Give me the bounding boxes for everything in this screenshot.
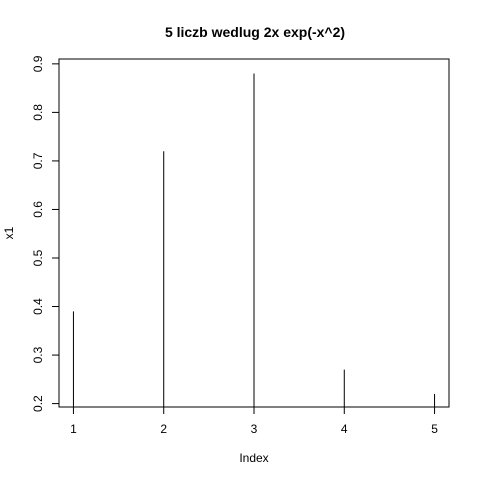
x-tick-label: 3 — [251, 422, 258, 436]
y-tick-label: 0.4 — [31, 298, 45, 315]
y-tick-label: 0.8 — [31, 104, 45, 121]
x-tick-label: 1 — [70, 422, 77, 436]
data-lines — [72, 73, 436, 407]
x-axis: 1 2 3 4 5 — [70, 407, 438, 436]
chart-title: 5 liczb wedlug 2x exp(-x^2) — [165, 24, 345, 40]
y-tick-label: 0.3 — [31, 346, 45, 363]
y-axis: 0.2 0.3 0.4 0.5 0.6 0.7 0.8 0.9 — [31, 55, 59, 412]
y-tick-label: 0.6 — [31, 201, 45, 218]
x-tick-label: 2 — [160, 422, 167, 436]
y-tick-label: 0.9 — [31, 55, 45, 72]
y-axis-label: x1 — [2, 226, 16, 239]
y-tick-label: 0.2 — [31, 395, 45, 412]
y-tick-label: 0.5 — [31, 249, 45, 266]
x-tick-label: 5 — [431, 422, 438, 436]
x-axis-label: Index — [239, 451, 268, 465]
y-tick-label: 0.7 — [31, 152, 45, 169]
x-tick-label: 4 — [341, 422, 348, 436]
